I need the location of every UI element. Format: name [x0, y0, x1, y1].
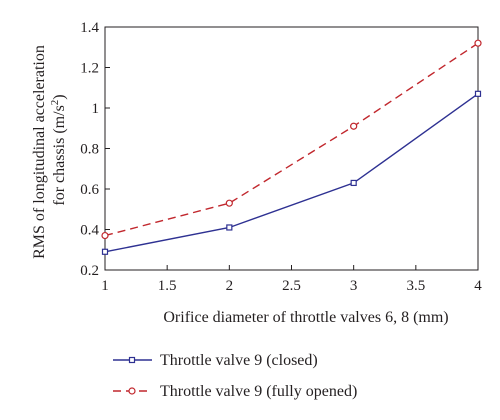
- axis-ticks: 1 1.5 2 2.5 3 3.5 4 0.2 0.4 0.6 0.8 1 1.2 1.4: [80, 20, 482, 294]
- x-tick-label: 4: [474, 278, 482, 294]
- x-tick-label: 1.5: [158, 278, 177, 294]
- legend-marker-1: [128, 356, 136, 364]
- y-axis-label-line1: RMS of longitudinal acceleration: [31, 45, 48, 259]
- y-axis-label-line2: for chassis (m/s: [51, 105, 68, 205]
- x-tick-label: 1: [101, 278, 109, 294]
- x-tick-label: 3.5: [406, 278, 425, 294]
- legend: Throttle valve 9 (closed) Throttle valve …: [113, 352, 357, 400]
- series-2-point: [350, 122, 358, 130]
- series-line-1: [104, 93, 479, 253]
- y-tick-label: 0.8: [80, 142, 99, 158]
- y-axis-label: RMS of longitudinal acceleration for cha…: [31, 41, 68, 259]
- y-tick-label: 1.4: [80, 20, 99, 36]
- y-tick-label: 1: [92, 101, 100, 117]
- series-1-point: [226, 224, 233, 231]
- series-lines: [101, 39, 482, 255]
- series-line-2: [104, 42, 479, 237]
- x-axis-label: Orifice diameter of throttle valves 6, 8…: [163, 309, 448, 326]
- y-tick-label: 0.4: [80, 223, 99, 239]
- y-tick-label: 0.6: [80, 182, 99, 198]
- x-tick-label: 3: [350, 278, 358, 294]
- legend-label-2: Throttle valve 9 (fully opened): [160, 383, 357, 400]
- series-2-point: [474, 39, 482, 47]
- legend-label-1: Throttle valve 9 (closed): [160, 352, 318, 369]
- y-axis-label-superscript: 2: [49, 100, 61, 106]
- series-1-point: [350, 179, 357, 187]
- series-1-point: [474, 90, 482, 97]
- x-tick-label: 2.5: [282, 278, 301, 294]
- series-1-point: [101, 248, 109, 255]
- legend-marker-2: [128, 387, 136, 395]
- y-tick-label: 0.2: [80, 263, 99, 279]
- y-tick-label: 1.2: [80, 61, 99, 77]
- series-2-point: [225, 199, 233, 207]
- y-axis-label-suffix: ): [51, 94, 68, 99]
- series-2-point: [101, 231, 109, 240]
- plot-frame: [104, 26, 479, 271]
- x-tick-label: 2: [226, 278, 234, 294]
